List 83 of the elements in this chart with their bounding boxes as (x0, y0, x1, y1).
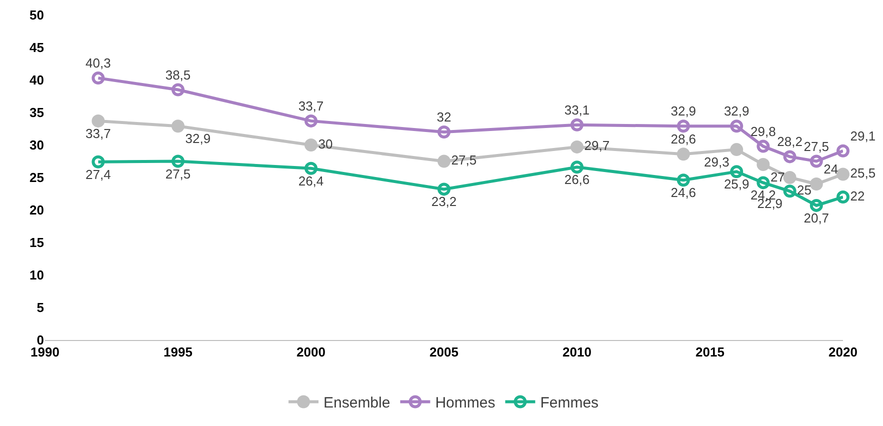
point (304, 138, 318, 152)
point (570, 140, 584, 154)
point (570, 160, 584, 174)
data-label: 20,7 (804, 210, 830, 226)
data-label: 25,9 (724, 176, 750, 192)
point (836, 168, 850, 181)
point (730, 120, 744, 133)
y-tick-label: 10 (30, 268, 44, 283)
data-label: 29,8 (750, 124, 776, 139)
point (783, 171, 796, 184)
data-label: 26,6 (564, 172, 590, 188)
point (783, 150, 796, 164)
point (438, 182, 450, 196)
point (438, 154, 450, 168)
point (304, 114, 318, 128)
legend-label: Femmes (540, 394, 599, 412)
data-label: 24 (824, 162, 838, 176)
point (756, 176, 770, 190)
point (92, 72, 105, 85)
data-label: 32,9 (724, 104, 750, 119)
point (810, 198, 823, 212)
data-label: 32 (436, 110, 452, 124)
point (810, 178, 823, 190)
point (810, 154, 823, 168)
point (756, 158, 770, 171)
x-tick-label: 2010 (562, 344, 592, 360)
y-tick-label: 15 (30, 235, 44, 250)
point (92, 114, 105, 128)
data-label: 28,6 (670, 132, 696, 147)
x-tick-label: 2005 (430, 344, 458, 360)
data-label: 26,4 (298, 173, 324, 188)
point (836, 190, 850, 204)
point (676, 174, 690, 187)
y-tick-label: 40 (30, 72, 44, 88)
data-label: 25,5 (850, 166, 876, 180)
point (172, 83, 184, 96)
point (304, 162, 318, 175)
point (92, 155, 105, 168)
data-label: 28,2 (777, 134, 802, 150)
data-label: 27,5 (165, 166, 191, 182)
point (730, 143, 744, 156)
data-label: 22 (850, 188, 865, 204)
data-label: 25 (797, 182, 812, 198)
data-label: 27,4 (86, 166, 111, 182)
data-label: 30 (318, 136, 333, 152)
point (676, 120, 690, 133)
y-tick-label: 35 (30, 105, 44, 120)
data-label: 23,2 (431, 194, 457, 210)
point (438, 126, 450, 138)
data-label: 27 (770, 170, 785, 184)
y-tick-label: 25 (30, 170, 44, 186)
data-label: 27,5 (804, 138, 830, 154)
y-tick-label: 20 (30, 202, 44, 218)
x-tick-label: 2020 (828, 344, 858, 360)
data-label: 29,7 (584, 138, 610, 154)
point (836, 144, 850, 158)
point (756, 140, 770, 153)
data-label: 33,1 (564, 102, 590, 118)
data-label: 33,7 (86, 126, 111, 141)
data-label: 32,9 (670, 104, 696, 119)
point (676, 148, 690, 161)
point (172, 154, 184, 168)
data-label: 29,3 (704, 154, 730, 170)
y-tick-label: 50 (30, 8, 44, 23)
x-tick-label: 2000 (296, 344, 326, 360)
legend-label: Hommes (435, 394, 496, 412)
legend-label: Ensemble (324, 394, 390, 412)
y-tick-label: 5 (36, 300, 44, 316)
data-label: 38,5 (165, 67, 191, 82)
y-tick-label: 45 (30, 40, 44, 56)
point (172, 120, 184, 133)
data-label: 32,9 (185, 131, 211, 146)
y-tick-label: 30 (30, 138, 44, 153)
x-tick-label: 2015 (696, 344, 724, 360)
data-label: 29,1 (850, 128, 876, 144)
data-label: 33,7 (298, 98, 324, 114)
data-label: 40,3 (86, 56, 111, 71)
point (730, 165, 744, 178)
data-label: 27,5 (451, 152, 477, 168)
data-label: 24,6 (670, 185, 696, 200)
x-tick-label: 1995 (164, 344, 192, 360)
point (570, 118, 584, 132)
point (783, 184, 796, 198)
